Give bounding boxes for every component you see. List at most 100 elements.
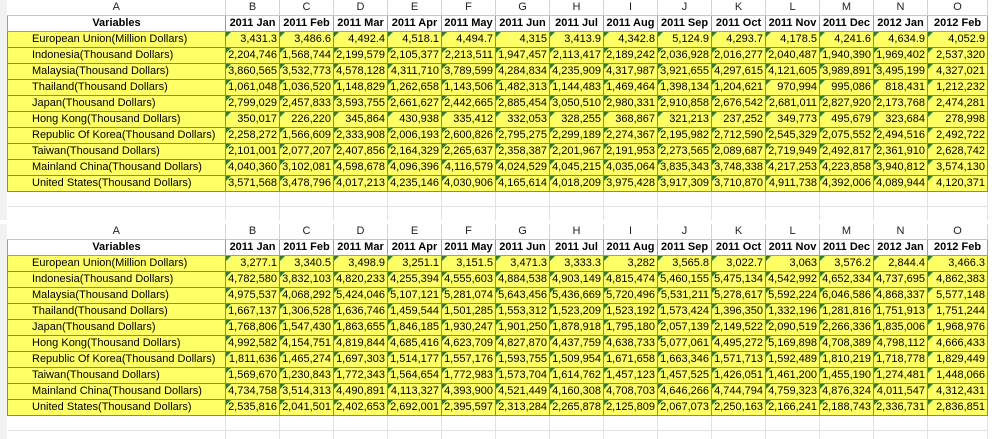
data-cell[interactable]: 1,306,528	[279, 303, 334, 320]
data-cell[interactable]: 495,679	[819, 111, 874, 128]
month-header[interactable]: 2011 Aug	[603, 15, 658, 32]
data-cell[interactable]: 4,815,474	[603, 271, 658, 288]
data-cell[interactable]: 3,063	[765, 255, 820, 272]
data-cell[interactable]: 4,911,738	[765, 175, 820, 192]
column-header[interactable]: B	[225, 0, 280, 16]
data-cell[interactable]: 3,832,103	[279, 271, 334, 288]
variables-header[interactable]: Variables	[7, 15, 226, 32]
data-cell[interactable]: 1,547,430	[279, 319, 334, 336]
month-header[interactable]: 2011 Jan	[225, 239, 280, 256]
data-cell[interactable]: 4,120,371	[927, 175, 988, 192]
month-header[interactable]: 2012 Feb	[927, 15, 988, 32]
data-cell[interactable]: 3,498.9	[333, 255, 388, 272]
empty-cell[interactable]	[657, 415, 712, 431]
empty-cell[interactable]	[873, 415, 928, 431]
data-cell[interactable]: 3,251.1	[387, 255, 442, 272]
data-cell[interactable]: 2,016,277	[711, 47, 766, 64]
empty-cell[interactable]	[549, 191, 604, 207]
empty-cell[interactable]	[657, 206, 712, 220]
data-cell[interactable]: 4,317,987	[603, 63, 658, 80]
data-cell[interactable]: 2,600,826	[441, 127, 496, 144]
data-cell[interactable]: 6,046,586	[819, 287, 874, 304]
data-cell[interactable]: 2,676,542	[711, 95, 766, 112]
data-cell[interactable]: 4,392,006	[819, 175, 874, 192]
data-cell[interactable]: 3,710,870	[711, 175, 766, 192]
data-cell[interactable]: 1,592,489	[765, 351, 820, 368]
empty-cell[interactable]	[549, 415, 604, 431]
data-cell[interactable]: 2,681,011	[765, 95, 820, 112]
data-cell[interactable]: 4,017,213	[333, 175, 388, 192]
data-cell[interactable]: 1,212,232	[927, 79, 988, 96]
empty-cell[interactable]	[927, 430, 988, 439]
data-cell[interactable]: 4,490,891	[333, 383, 388, 400]
data-cell[interactable]: 4,820,233	[333, 271, 388, 288]
data-cell[interactable]: 350,017	[225, 111, 280, 128]
column-header[interactable]: O	[927, 224, 988, 240]
data-cell[interactable]: 3,571,568	[225, 175, 280, 192]
data-cell[interactable]: 4,113,327	[387, 383, 442, 400]
data-cell[interactable]: 5,424,046	[333, 287, 388, 304]
data-cell[interactable]: 1,829,449	[927, 351, 988, 368]
data-cell[interactable]: 2,661,627	[387, 95, 442, 112]
data-cell[interactable]: 2,827,920	[819, 95, 874, 112]
empty-cell[interactable]	[279, 415, 334, 431]
data-cell[interactable]: 1,901,250	[495, 319, 550, 336]
data-cell[interactable]: 4,827,870	[495, 335, 550, 352]
column-header[interactable]: M	[819, 224, 874, 240]
data-cell[interactable]: 4,903,149	[549, 271, 604, 288]
column-header[interactable]: B	[225, 224, 280, 240]
data-cell[interactable]: 1,396,350	[711, 303, 766, 320]
data-cell[interactable]: 2,719,949	[765, 143, 820, 160]
empty-cell[interactable]	[819, 430, 874, 439]
data-cell[interactable]: 2,402,653	[333, 399, 388, 416]
data-cell[interactable]: 4,578,128	[333, 63, 388, 80]
data-cell[interactable]: 5,124.9	[657, 31, 712, 48]
empty-cell[interactable]	[873, 206, 928, 220]
data-cell[interactable]: 4,116,579	[441, 159, 496, 176]
data-cell[interactable]: 1,573,424	[657, 303, 712, 320]
column-header[interactable]: G	[495, 224, 550, 240]
data-cell[interactable]: 2,057,139	[657, 319, 712, 336]
data-cell[interactable]: 1,718,778	[873, 351, 928, 368]
data-cell[interactable]: 1,426,051	[711, 367, 766, 384]
data-grid[interactable]: A B C D E F G H I J K L M N O Variables 2011 Jan 2011 Feb…	[7, 0, 988, 220]
data-cell[interactable]: 3,514,313	[279, 383, 334, 400]
data-cell[interactable]: 1,230,843	[279, 367, 334, 384]
month-header[interactable]: 2011 Apr	[387, 15, 442, 32]
data-cell[interactable]: 995,086	[819, 79, 874, 96]
empty-cell[interactable]	[333, 191, 388, 207]
data-cell[interactable]: 278,998	[927, 111, 988, 128]
data-cell[interactable]: 4,759,323	[765, 383, 820, 400]
empty-cell[interactable]	[603, 206, 658, 220]
column-header[interactable]: H	[549, 224, 604, 240]
data-cell[interactable]: 4,623,709	[441, 335, 496, 352]
data-cell[interactable]: 4,052.9	[927, 31, 988, 48]
data-cell[interactable]: 4,819,844	[333, 335, 388, 352]
data-cell[interactable]: 4,884,538	[495, 271, 550, 288]
data-cell[interactable]: 1,398,134	[657, 79, 712, 96]
month-header[interactable]: 2012 Jan	[873, 15, 928, 32]
empty-cell[interactable]	[441, 415, 496, 431]
data-cell[interactable]: 4,798,112	[873, 335, 928, 352]
data-cell[interactable]: 3,022.7	[711, 255, 766, 272]
month-header[interactable]: 2011 Mar	[333, 15, 388, 32]
data-cell[interactable]: 3,532,773	[279, 63, 334, 80]
row-label[interactable]: Malaysia(Thousand Dollars)	[7, 63, 226, 80]
data-cell[interactable]: 332,053	[495, 111, 550, 128]
data-cell[interactable]: 2,149,522	[711, 319, 766, 336]
empty-cell[interactable]	[225, 206, 280, 220]
data-cell[interactable]: 2,164,329	[387, 143, 442, 160]
row-label[interactable]: Republic Of Korea(Thousand Dollars)	[7, 351, 226, 368]
spreadsheet-lower[interactable]: A B C D E F G H I J K L M N O Variables 2011 Jan 2011 Feb…	[0, 224, 1000, 439]
column-header[interactable]: L	[765, 0, 820, 16]
data-cell[interactable]: 4,975,537	[225, 287, 280, 304]
data-cell[interactable]: 4,045,215	[549, 159, 604, 176]
data-cell[interactable]: 1,459,544	[387, 303, 442, 320]
data-cell[interactable]: 328,255	[549, 111, 604, 128]
empty-cell[interactable]	[711, 415, 766, 431]
row-label[interactable]: Malaysia(Thousand Dollars)	[7, 287, 226, 304]
data-cell[interactable]: 5,436,669	[549, 287, 604, 304]
data-cell[interactable]: 4,734,758	[225, 383, 280, 400]
data-cell[interactable]: 4,521,449	[495, 383, 550, 400]
data-cell[interactable]: 4,030,906	[441, 175, 496, 192]
